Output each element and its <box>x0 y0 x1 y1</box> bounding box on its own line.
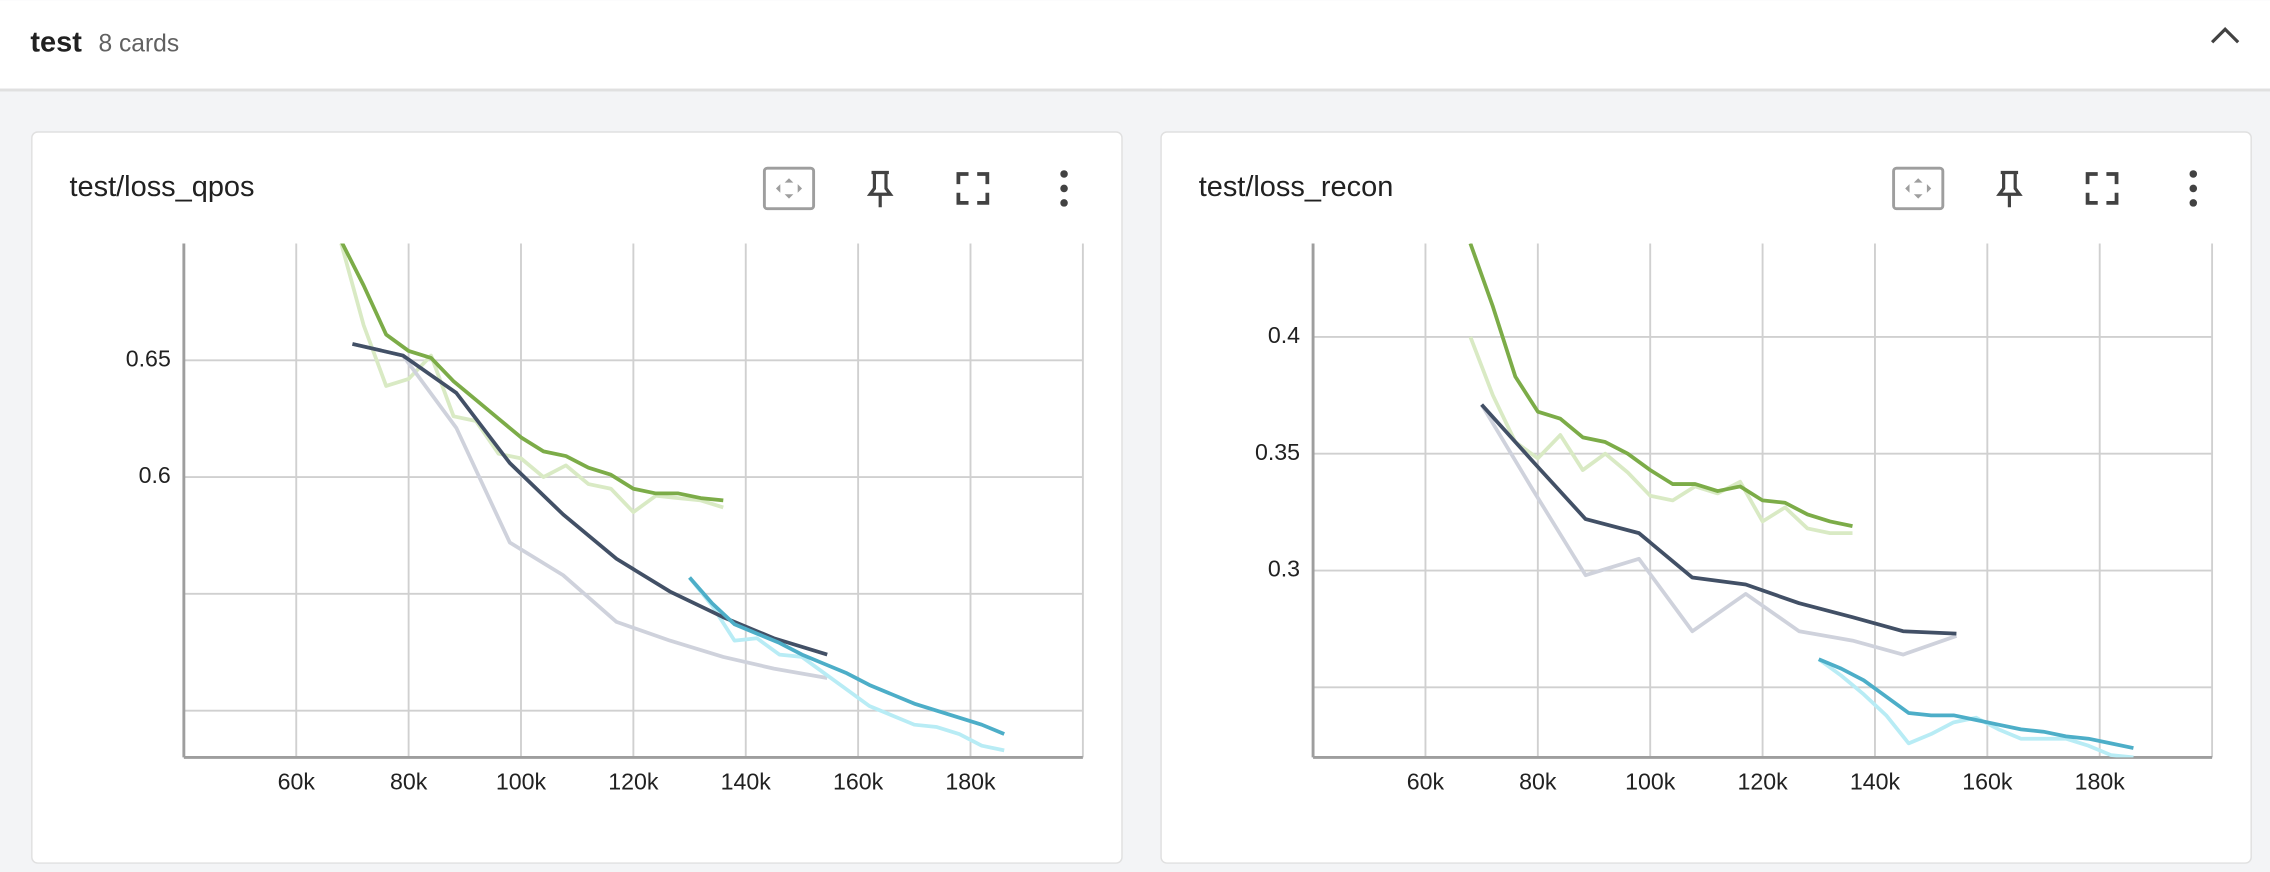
series-group <box>339 243 1005 753</box>
x-tick-label: 120k <box>1737 769 1788 795</box>
series-line <box>1480 403 1958 657</box>
series-line <box>688 576 1005 736</box>
y-tick-label: 0.35 <box>1255 439 1300 465</box>
series-line <box>339 243 724 514</box>
y-tick-label: 0.3 <box>1268 556 1300 582</box>
card: test/loss_qpos <box>31 131 1123 864</box>
series-line <box>352 342 828 657</box>
card-title: test/loss_qpos <box>69 171 254 203</box>
header-shadow <box>0 88 2270 92</box>
y-tick-label: 0.65 <box>126 345 171 371</box>
header-bar <box>0 0 2270 89</box>
card-frame <box>31 131 1123 864</box>
series-line <box>352 342 828 680</box>
x-tick-label: 160k <box>1962 769 2013 795</box>
x-tick-label: 80k <box>1519 769 1557 795</box>
fit-domain-button[interactable] <box>762 166 816 211</box>
x-tick-label: 100k <box>496 769 547 795</box>
x-tick-label: 160k <box>833 769 884 795</box>
x-tick-label: 60k <box>1407 769 1445 795</box>
x-tick-label: 120k <box>608 769 659 795</box>
series-line <box>340 243 724 503</box>
series-line <box>1817 657 2134 758</box>
series-line <box>1468 336 1853 536</box>
series-line <box>1480 403 1957 636</box>
y-tick-label: 0.6 <box>139 462 171 488</box>
x-tick-label: 140k <box>1850 769 1901 795</box>
fullscreen-button[interactable] <box>2085 172 2119 205</box>
x-tick-label: 60k <box>278 769 316 795</box>
x-tick-label: 180k <box>945 769 996 795</box>
series-line <box>688 576 1005 753</box>
menu-button[interactable] <box>1060 170 1068 207</box>
x-tick-label: 180k <box>2075 769 2126 795</box>
fit-domain-button[interactable] <box>1892 166 1945 211</box>
group-title: test <box>30 26 82 58</box>
card-frame <box>1160 131 2252 864</box>
series-line <box>1468 243 1853 528</box>
card-count: 8 cards <box>98 31 179 58</box>
chart: 60k 80k 100k 120k 140k 160k 180k 0.4 0.35 0.3 <box>1255 243 2214 795</box>
pin-button[interactable] <box>866 170 894 208</box>
x-tick-label: 140k <box>721 769 772 795</box>
chart: 60k 80k 100k 120k 140k 160k 180k 0.65 0.6 <box>126 243 1084 795</box>
x-tick-label: 80k <box>390 769 428 795</box>
series-group <box>1468 243 2134 758</box>
card: test/loss_recon <box>1160 131 2252 864</box>
collapse-button[interactable] <box>2210 26 2240 44</box>
fullscreen-button[interactable] <box>956 172 990 205</box>
y-tick-label: 0.4 <box>1268 322 1300 348</box>
card-title: test/loss_recon <box>1199 171 1394 203</box>
series-line <box>1818 657 2134 750</box>
x-tick-label: 100k <box>1625 769 1676 795</box>
pin-button[interactable] <box>1996 170 2023 208</box>
menu-button[interactable] <box>2189 170 2198 207</box>
